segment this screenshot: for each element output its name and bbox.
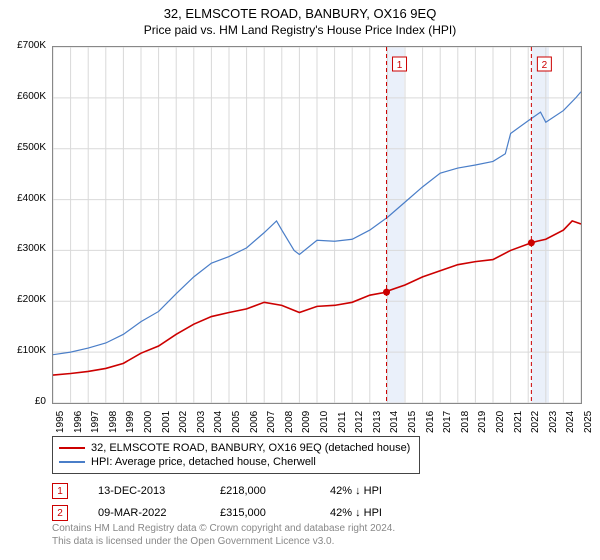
event-delta-1: 42% ↓ HPI xyxy=(330,485,382,497)
page-title: 32, ELMSCOTE ROAD, BANBURY, OX16 9EQ xyxy=(0,0,600,21)
event-price-2: £315,000 xyxy=(220,507,300,519)
event-delta-2: 42% ↓ HPI xyxy=(330,507,382,519)
svg-text:1: 1 xyxy=(397,60,403,71)
legend-label-price: 32, ELMSCOTE ROAD, BANBURY, OX16 9EQ (de… xyxy=(91,442,410,454)
event-date-1: 13-DEC-2013 xyxy=(98,485,190,497)
chart: 12 xyxy=(52,46,582,404)
legend-swatch-hpi xyxy=(59,461,85,463)
legend-row-hpi: HPI: Average price, detached house, Cher… xyxy=(59,455,413,469)
event-marker-1: 1 xyxy=(52,483,68,499)
legend: 32, ELMSCOTE ROAD, BANBURY, OX16 9EQ (de… xyxy=(52,436,420,474)
events-table: 1 13-DEC-2013 £218,000 42% ↓ HPI 2 09-MA… xyxy=(52,480,382,524)
attribution-line-1: Contains HM Land Registry data © Crown c… xyxy=(52,522,395,535)
svg-text:2: 2 xyxy=(542,60,548,71)
legend-swatch-price xyxy=(59,447,85,449)
event-date-2: 09-MAR-2022 xyxy=(98,507,190,519)
legend-label-hpi: HPI: Average price, detached house, Cher… xyxy=(91,456,316,468)
page-subtitle: Price paid vs. HM Land Registry's House … xyxy=(0,21,600,37)
event-row-1: 1 13-DEC-2013 £218,000 42% ↓ HPI xyxy=(52,480,382,502)
legend-row-price: 32, ELMSCOTE ROAD, BANBURY, OX16 9EQ (de… xyxy=(59,441,413,455)
event-marker-2: 2 xyxy=(52,505,68,521)
event-row-2: 2 09-MAR-2022 £315,000 42% ↓ HPI xyxy=(52,502,382,524)
event-price-1: £218,000 xyxy=(220,485,300,497)
attribution-line-2: This data is licensed under the Open Gov… xyxy=(52,535,395,548)
attribution: Contains HM Land Registry data © Crown c… xyxy=(52,522,395,548)
